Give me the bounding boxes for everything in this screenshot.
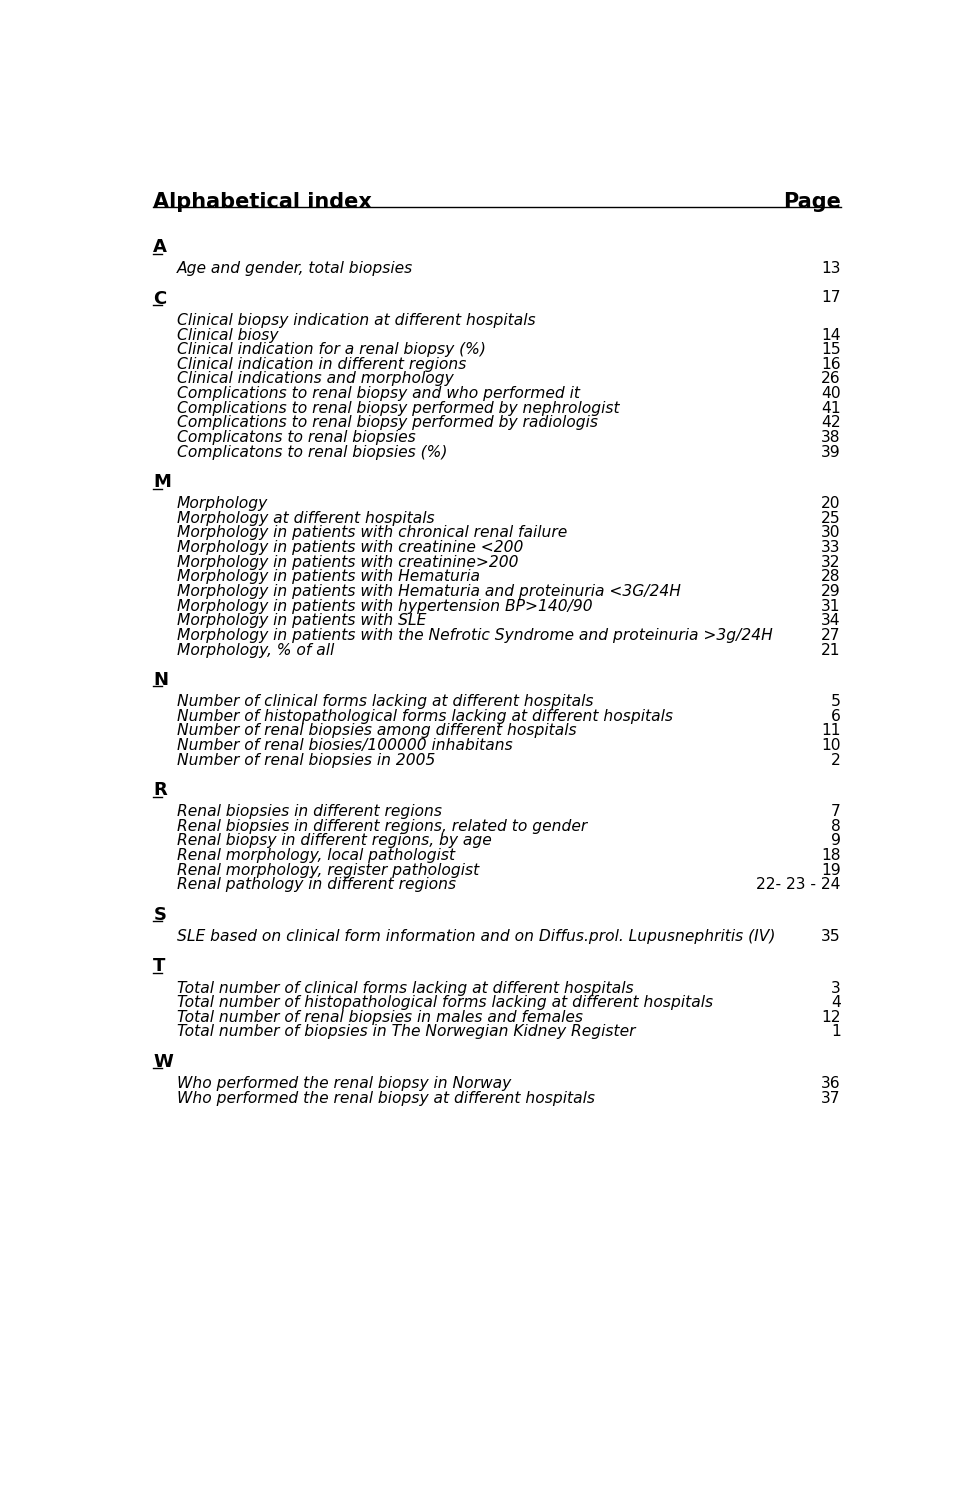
Text: Morphology in patients with creatinine <200: Morphology in patients with creatinine <… [177,541,523,555]
Text: Who performed the renal biopsy in Norway: Who performed the renal biopsy in Norway [177,1077,511,1091]
Text: Age and gender, total biopsies: Age and gender, total biopsies [177,261,413,276]
Text: 38: 38 [821,431,841,446]
Text: Morphology in patients with hypertension BP>140/90: Morphology in patients with hypertension… [177,598,592,613]
Text: 37: 37 [821,1090,841,1106]
Text: Complicatons to renal biopsies (%): Complicatons to renal biopsies (%) [177,444,447,460]
Text: Renal biopsies in different regions, related to gender: Renal biopsies in different regions, rel… [177,818,587,835]
Text: 36: 36 [821,1077,841,1091]
Text: 29: 29 [821,584,841,598]
Text: Clinical indication for a renal biopsy (%): Clinical indication for a renal biopsy (… [177,342,486,358]
Text: Complicatons to renal biopsies: Complicatons to renal biopsies [177,431,416,446]
Text: 14: 14 [821,328,841,343]
Text: 33: 33 [821,541,841,555]
Text: 27: 27 [821,628,841,643]
Text: Renal biopsy in different regions, by age: Renal biopsy in different regions, by ag… [177,833,492,848]
Text: Clinical indication in different regions: Clinical indication in different regions [177,356,466,371]
Text: Renal morphology, register pathologist: Renal morphology, register pathologist [177,863,479,878]
Text: 35: 35 [821,930,841,944]
Text: 1: 1 [831,1025,841,1039]
Text: 31: 31 [821,598,841,613]
Text: T: T [154,958,166,976]
Text: Alphabetical index: Alphabetical index [154,192,372,212]
Text: C: C [154,290,167,307]
Text: Total number of renal biopsies in males and females: Total number of renal biopsies in males … [177,1010,583,1025]
Text: Renal pathology in different regions: Renal pathology in different regions [177,878,456,892]
Text: 28: 28 [821,569,841,585]
Text: Morphology in patients with chronical renal failure: Morphology in patients with chronical re… [177,526,566,541]
Text: 3: 3 [831,980,841,995]
Text: 10: 10 [821,738,841,753]
Text: Renal morphology, local pathologist: Renal morphology, local pathologist [177,848,455,863]
Text: 17: 17 [821,290,841,304]
Text: 39: 39 [821,444,841,460]
Text: Clinical biosy: Clinical biosy [177,328,278,343]
Text: 30: 30 [821,526,841,541]
Text: 12: 12 [821,1010,841,1025]
Text: Complications to renal biopsy and who performed it: Complications to renal biopsy and who pe… [177,386,580,401]
Text: Who performed the renal biopsy at different hospitals: Who performed the renal biopsy at differ… [177,1090,594,1106]
Text: 16: 16 [821,356,841,371]
Text: Complications to renal biopsy performed by radiologis: Complications to renal biopsy performed … [177,416,597,431]
Text: 22- 23 - 24: 22- 23 - 24 [756,878,841,892]
Text: S: S [154,906,166,924]
Text: 4: 4 [830,995,841,1010]
Text: 18: 18 [821,848,841,863]
Text: Page: Page [782,192,841,212]
Text: Morphology in patients with the Nefrotic Syndrome and proteinuria >3g/24H: Morphology in patients with the Nefrotic… [177,628,773,643]
Text: Morphology in patients with SLE: Morphology in patients with SLE [177,613,426,628]
Text: 13: 13 [821,261,841,276]
Text: M: M [154,474,171,492]
Text: 6: 6 [830,708,841,723]
Text: 19: 19 [821,863,841,878]
Text: Complications to renal biopsy performed by nephrologist: Complications to renal biopsy performed … [177,401,619,416]
Text: Morphology in patients with Hematuria: Morphology in patients with Hematuria [177,569,480,585]
Text: Morphology, % of all: Morphology, % of all [177,643,334,658]
Text: Morphology in patients with creatinine>200: Morphology in patients with creatinine>2… [177,555,518,570]
Text: 41: 41 [821,401,841,416]
Text: Number of renal biopsies among different hospitals: Number of renal biopsies among different… [177,723,576,738]
Text: 7: 7 [830,805,841,820]
Text: Total number of biopsies in The Norwegian Kidney Register: Total number of biopsies in The Norwegia… [177,1025,636,1039]
Text: Number of histopathological forms lacking at different hospitals: Number of histopathological forms lackin… [177,708,673,723]
Text: W: W [154,1053,173,1071]
Text: Number of renal biosies/100000 inhabitans: Number of renal biosies/100000 inhabitan… [177,738,513,753]
Text: Number of clinical forms lacking at different hospitals: Number of clinical forms lacking at diff… [177,693,593,710]
Text: 25: 25 [821,511,841,526]
Text: 2: 2 [831,753,841,768]
Text: 15: 15 [821,342,841,358]
Text: 42: 42 [821,416,841,431]
Text: 5: 5 [830,693,841,710]
Text: Total number of clinical forms lacking at different hospitals: Total number of clinical forms lacking a… [177,980,634,995]
Text: Morphology: Morphology [177,496,268,511]
Text: 8: 8 [831,818,841,835]
Text: 40: 40 [821,386,841,401]
Text: Morphology in patients with Hematuria and proteinuria <3G/24H: Morphology in patients with Hematuria an… [177,584,681,598]
Text: N: N [154,671,168,689]
Text: 20: 20 [821,496,841,511]
Text: 11: 11 [821,723,841,738]
Text: Clinical indications and morphology: Clinical indications and morphology [177,371,453,386]
Text: Clinical biopsy indication at different hospitals: Clinical biopsy indication at different … [177,313,536,328]
Text: 32: 32 [821,555,841,570]
Text: R: R [154,781,167,799]
Text: 21: 21 [821,643,841,658]
Text: A: A [154,238,167,257]
Text: 9: 9 [830,833,841,848]
Text: SLE based on clinical form information and on Diffus.prol. Lupusnephritis (IV): SLE based on clinical form information a… [177,930,775,944]
Text: Total number of histopathological forms lacking at different hospitals: Total number of histopathological forms … [177,995,712,1010]
Text: 34: 34 [821,613,841,628]
Text: 26: 26 [821,371,841,386]
Text: Number of renal biopsies in 2005: Number of renal biopsies in 2005 [177,753,435,768]
Text: Morphology at different hospitals: Morphology at different hospitals [177,511,434,526]
Text: Renal biopsies in different regions: Renal biopsies in different regions [177,805,442,820]
